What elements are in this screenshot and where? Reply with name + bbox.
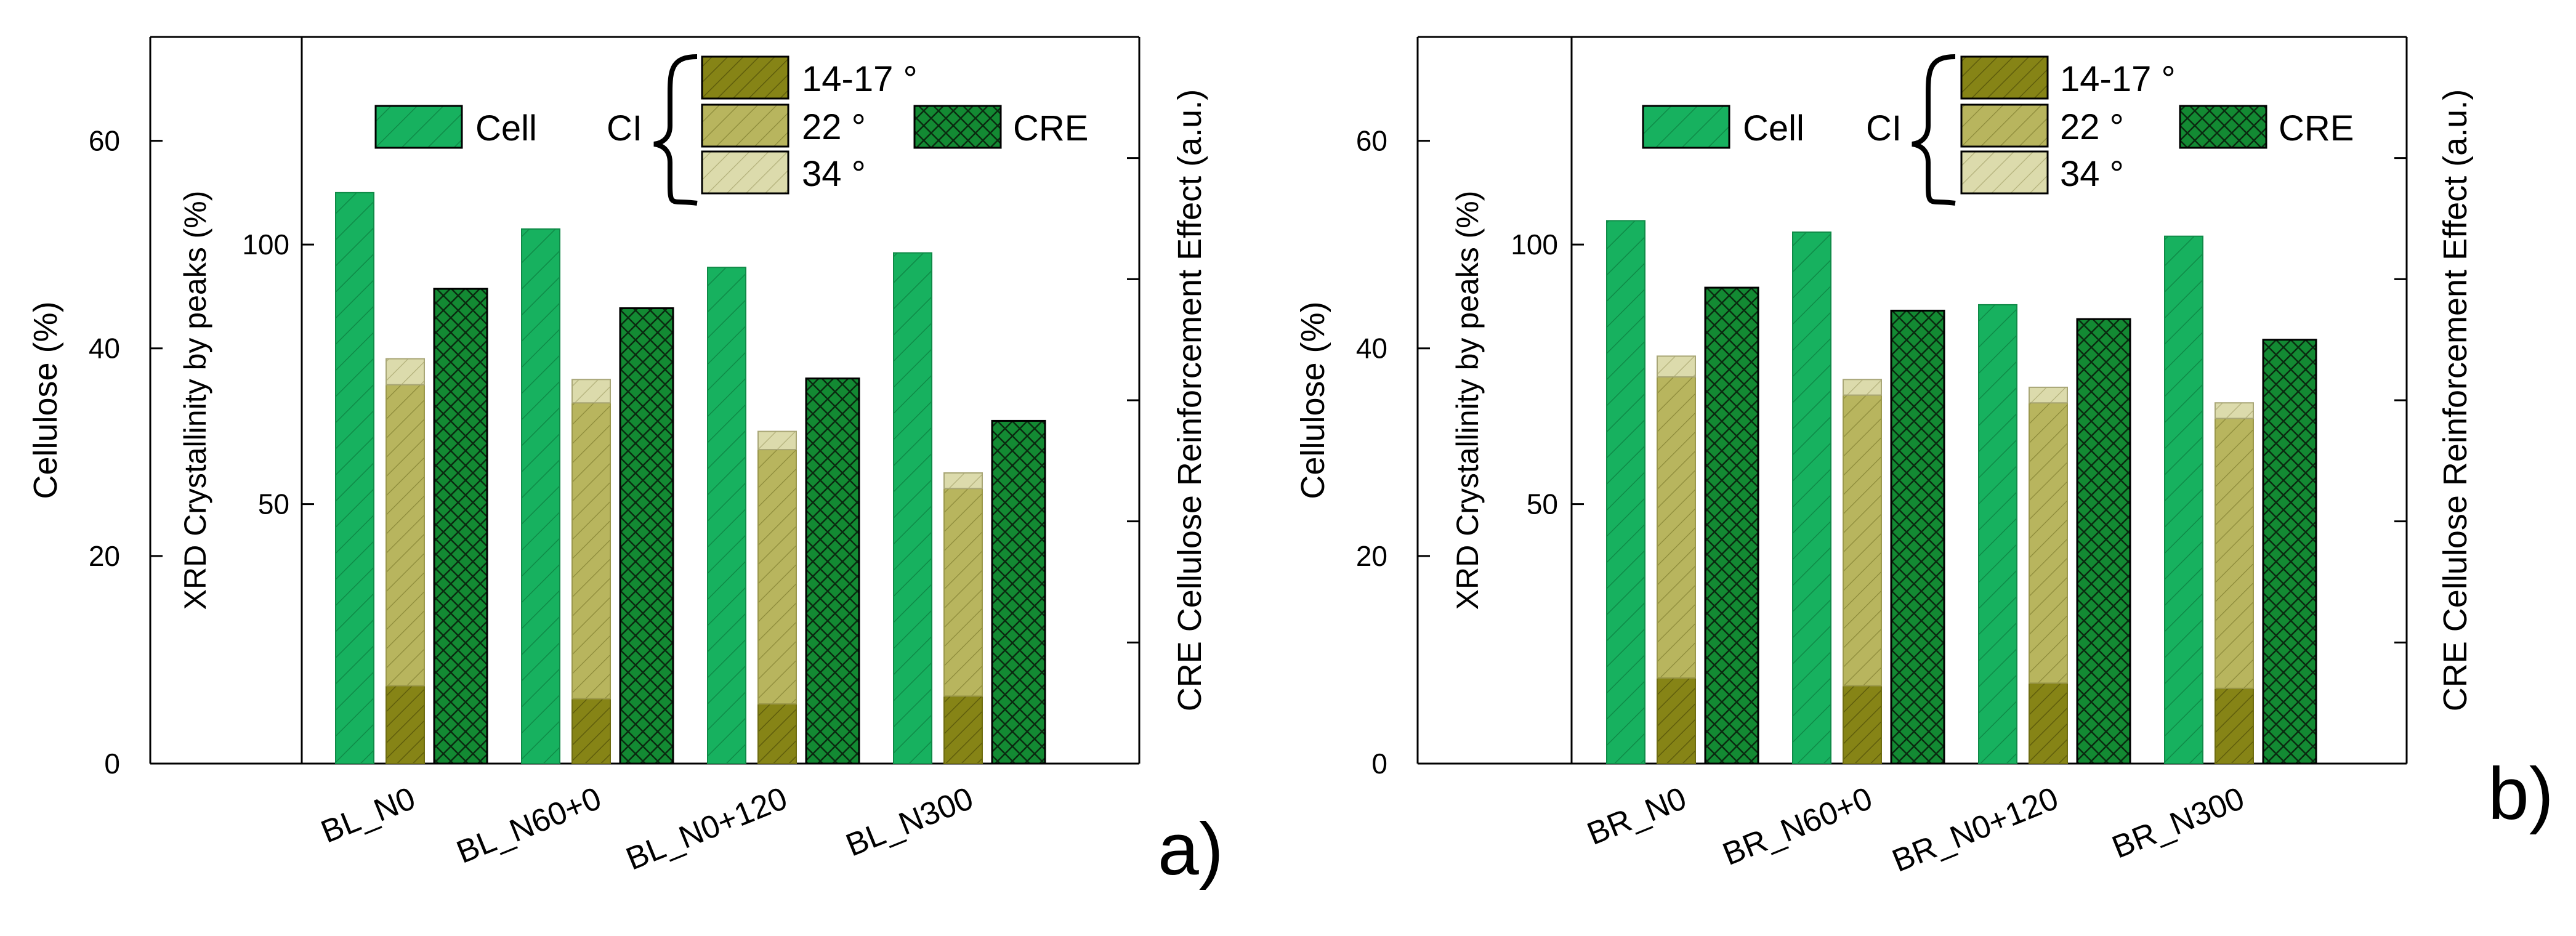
legend-label-cre: CRE [2279, 108, 2354, 148]
legend-swatch-cell [1642, 105, 1730, 149]
legend-label-ci-22: 22 ° [2060, 107, 2124, 147]
legend-label-cre: CRE [1013, 108, 1088, 148]
bar-ci-34 [2029, 386, 2068, 404]
x-tick-label: BL_N0+120 [621, 780, 793, 877]
legend-swatch-cell [374, 105, 463, 149]
bar-ci-14-17 [386, 685, 425, 764]
legend-label-ci-34: 34 ° [802, 154, 866, 194]
y-tick-label-inner: 50 [1527, 488, 1558, 520]
y-tick-label-inner: 100 [242, 228, 289, 260]
legend-label-ci-14-17: 14-17 ° [2060, 59, 2176, 99]
bar-ci-34 [1657, 355, 1696, 378]
bar-cre [991, 419, 1046, 765]
bar-ci-14-17 [2215, 687, 2254, 765]
y-tick-label-inner: 50 [258, 488, 289, 520]
bar-ci-14-17 [1843, 685, 1882, 764]
bar-ci-22 [1657, 376, 1696, 679]
panel-b: Cell CI 14-17 ° 22 ° 34 ° CRE 0 20 40 60 50 1… [1294, 36, 2554, 879]
bar-cre [805, 377, 860, 765]
bar-ci-34 [943, 472, 983, 490]
y-axis-label-right: CRE Cellulose Reinforcement Effect (a.u.… [2437, 89, 2474, 711]
y-tick-label-outer: 0 [104, 748, 120, 780]
legend-swatch-ci-22 [701, 103, 789, 148]
bar-cre [2262, 339, 2317, 765]
bars [1606, 220, 2317, 765]
x-tick-label: BL_N60+0 [452, 780, 607, 870]
bar-ci-22 [1843, 394, 1882, 687]
y-tick-label-outer: 60 [89, 125, 120, 157]
bar-ci-14-17 [571, 698, 611, 764]
legend-swatch-ci-34 [701, 150, 789, 195]
legend-swatch-ci-14-17 [701, 55, 789, 100]
legend-label-cell: Cell [1743, 108, 1804, 148]
bar-ci-34 [386, 358, 425, 385]
legend: Cell CI 14-17 ° 22 ° 34 ° CRE [1642, 54, 2354, 206]
panel-label: b) [2488, 752, 2554, 835]
y-tick-label-outer: 20 [1356, 540, 1387, 572]
bar-cre [433, 288, 488, 765]
legend-swatch-ci-22 [1960, 103, 2049, 148]
y-tick-label-outer: 60 [1356, 125, 1387, 157]
bar-ci-22 [2215, 418, 2254, 689]
y-axis-label-inner: XRD Crystallinity by peaks (%) [1450, 191, 1485, 610]
legend-label-ci: CI [1866, 108, 1902, 148]
y-tick-label-inner: 100 [1511, 228, 1558, 260]
bar-ci-34 [571, 379, 611, 404]
legend-brace [653, 54, 698, 206]
legend-label-ci-22: 22 ° [802, 107, 866, 147]
bar-ci-34 [2215, 402, 2254, 419]
legend-swatch-cre [2179, 105, 2267, 149]
x-tick-label: BR_N300 [2107, 780, 2250, 865]
y-tick-label-outer: 20 [89, 540, 120, 572]
legend-label-ci-34: 34 ° [2060, 154, 2124, 194]
y-axis-label-right: CRE Cellulose Reinforcement Effect (a.u.… [1171, 89, 1208, 711]
bar-ci-34 [1843, 379, 1882, 396]
y-tick-label-outer: 40 [89, 333, 120, 365]
legend-label-cell: Cell [475, 108, 537, 148]
bar-cell [335, 192, 374, 765]
bar-ci-14-17 [757, 703, 797, 764]
legend-label-ci-14-17: 14-17 ° [802, 59, 918, 99]
bar-cell [1978, 304, 2017, 764]
y-tick-label-outer: 40 [1356, 333, 1387, 365]
panel-a: Cell CI 14-17 ° 22 ° 34 ° CRE 0 20 40 60 50 1… [27, 36, 1224, 890]
x-tick-label: BL_N0 [316, 780, 420, 850]
y-axis-label-inner: XRD Crystallinity by peaks (%) [178, 191, 212, 610]
x-tick-label: BL_N300 [841, 780, 979, 863]
panel-label: a) [1158, 808, 1224, 890]
bar-cre [1704, 286, 1759, 765]
bar-ci-22 [386, 384, 425, 687]
y-axis-label-outer: Cellulose (%) [1294, 301, 1331, 499]
bar-ci-22 [943, 488, 983, 697]
bar-cell [521, 228, 560, 765]
legend-swatch-ci-34 [1960, 150, 2049, 195]
bar-ci-14-17 [2029, 682, 2068, 765]
legend-label-ci: CI [607, 108, 642, 148]
x-tick-label: BR_N0 [1582, 780, 1691, 852]
bars [335, 192, 1046, 765]
bar-cell [2164, 235, 2203, 764]
y-tick-label-outer: 0 [1371, 748, 1387, 780]
bar-cell [707, 267, 746, 764]
legend-swatch-cre [913, 105, 1002, 149]
bar-ci-14-17 [943, 695, 983, 765]
bar-ci-22 [757, 449, 797, 705]
bar-cell [1606, 220, 1645, 765]
bar-ci-22 [571, 402, 611, 700]
bar-cre [619, 307, 674, 765]
bar-ci-22 [2029, 402, 2068, 684]
bar-cre [1890, 309, 1945, 765]
y-axis-label-outer: Cellulose (%) [27, 301, 64, 499]
bar-ci-14-17 [1657, 677, 1696, 765]
x-tick-label: BR_N0+120 [1888, 780, 2064, 879]
bar-cre [2076, 318, 2131, 765]
legend-brace [1912, 54, 1956, 206]
bar-ci-34 [757, 430, 797, 451]
bar-cell [1792, 231, 1831, 764]
legend-swatch-ci-14-17 [1960, 55, 2049, 100]
x-tick-label: BR_N60+0 [1718, 780, 1878, 873]
bar-cell [893, 252, 932, 764]
legend: Cell CI 14-17 ° 22 ° 34 ° CRE [374, 54, 1088, 206]
